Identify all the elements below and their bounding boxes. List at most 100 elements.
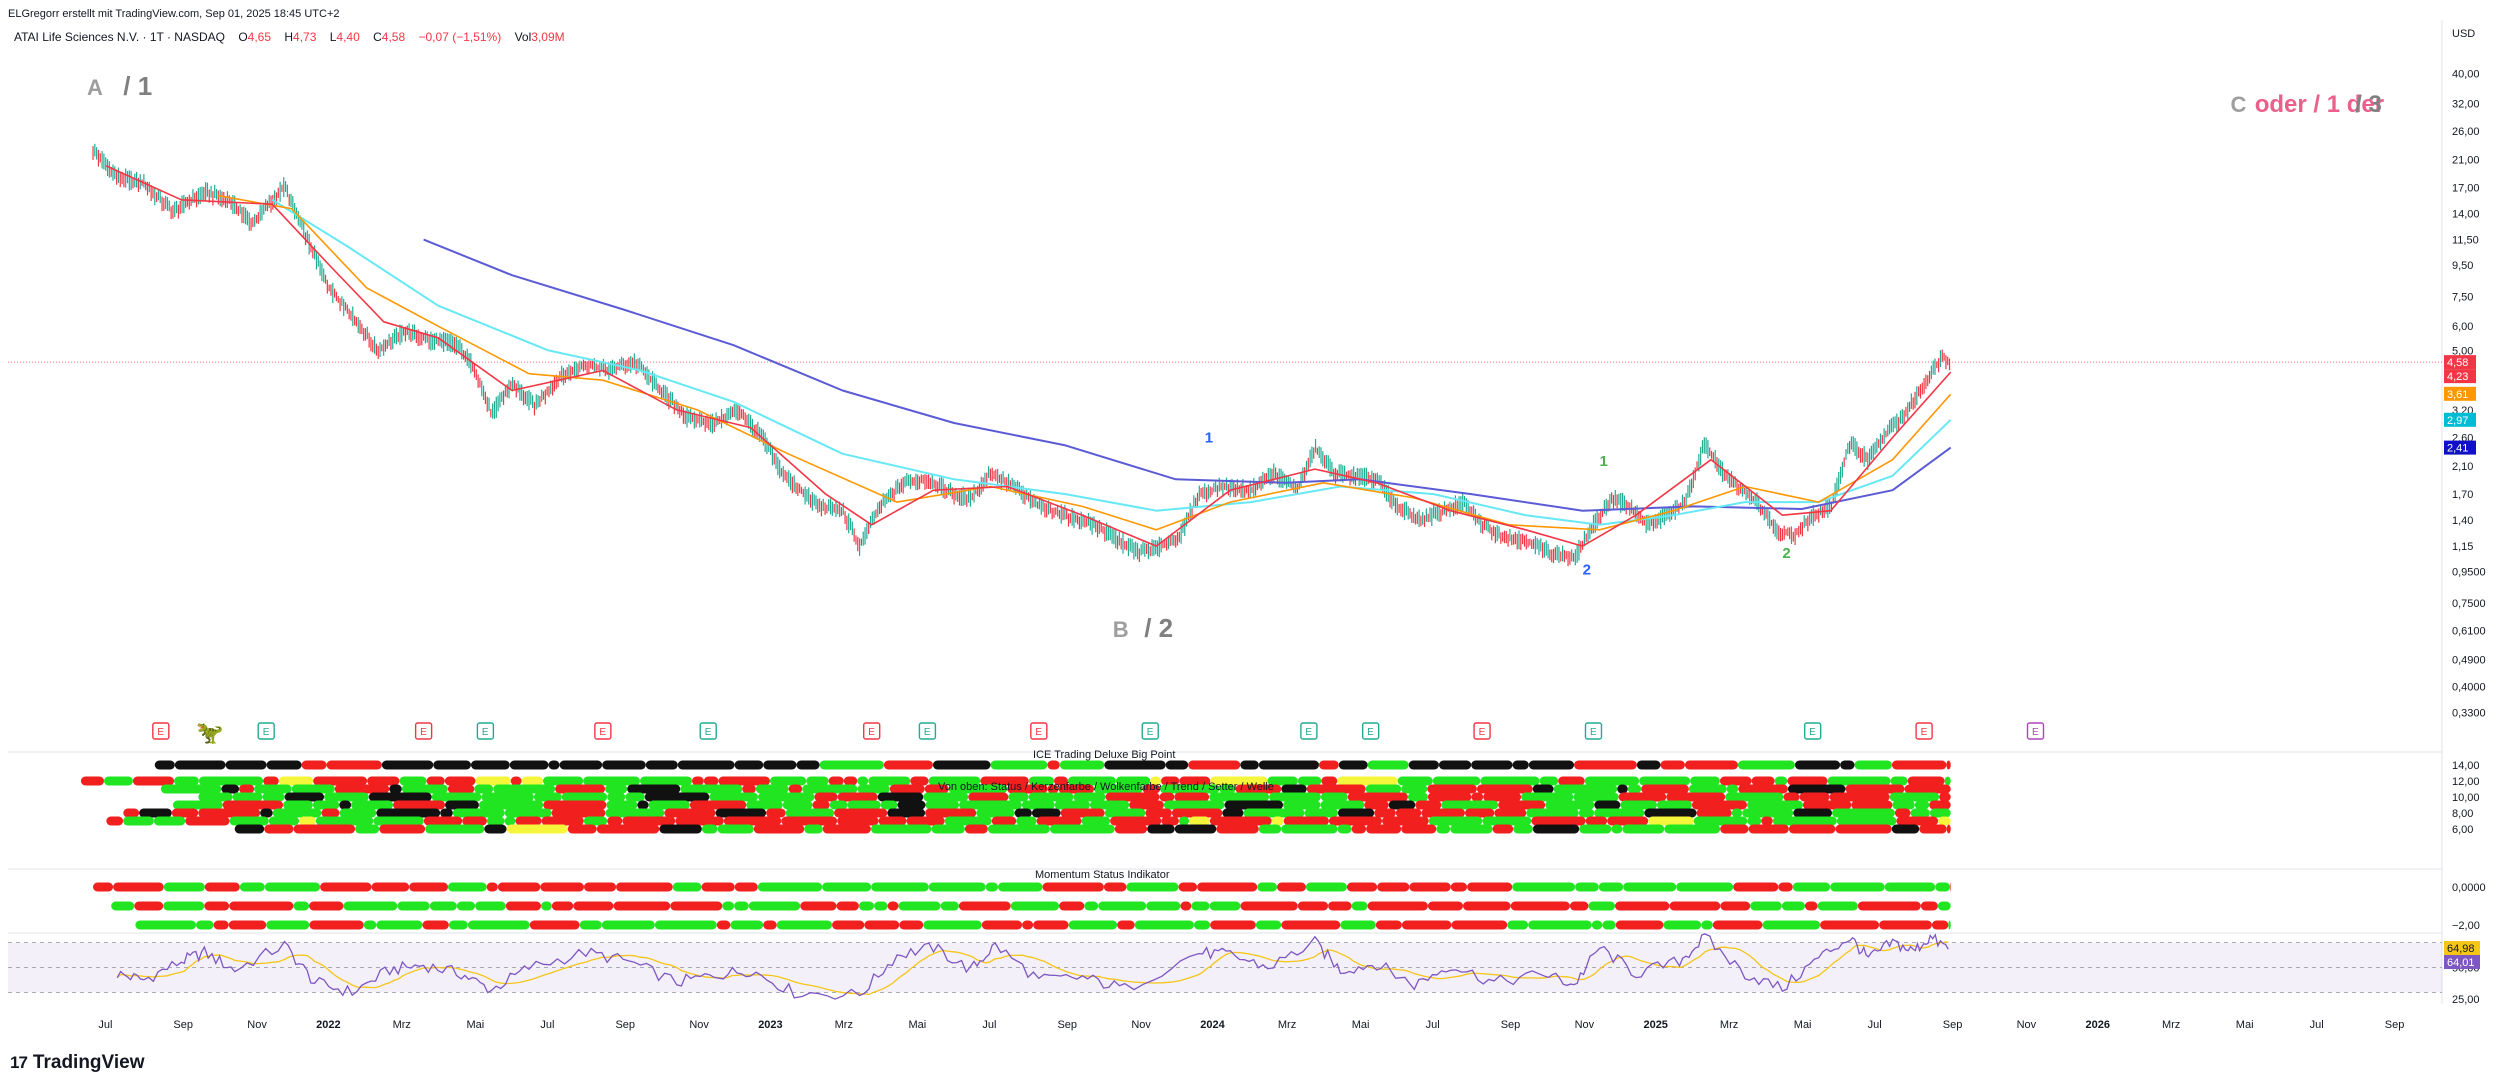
dot-segment xyxy=(1914,800,1930,810)
dot-segment xyxy=(968,792,1009,802)
dot-segment xyxy=(93,882,114,892)
dot-segment xyxy=(80,776,105,786)
dot-segment xyxy=(858,901,875,911)
dot-segment xyxy=(677,760,735,770)
dot-segment xyxy=(160,784,222,794)
dot-segment xyxy=(1787,784,1846,794)
dot-segment xyxy=(1126,882,1179,892)
dot-segment xyxy=(1031,808,1061,818)
dot-segment xyxy=(1210,920,1256,930)
rsi-value-1: 64,01 xyxy=(2447,957,2475,969)
dot-segment xyxy=(1615,920,1664,930)
dot-segment xyxy=(263,776,279,786)
dot-segment xyxy=(1047,760,1060,770)
dot-segment xyxy=(268,816,299,826)
time-axis-tick-28: Mrz xyxy=(2162,1019,2180,1031)
earnings-marker-letter-15: E xyxy=(1921,727,1928,738)
dot-segment xyxy=(1219,784,1236,794)
dot-segment xyxy=(1243,808,1305,818)
dot-segment xyxy=(812,800,830,810)
dot-segment xyxy=(1579,824,1612,834)
dot-segment xyxy=(309,901,344,911)
earnings-marker-letter-2: E xyxy=(420,727,427,738)
wave-label-4: C xyxy=(2230,92,2246,117)
dot-segment xyxy=(1142,784,1161,794)
time-axis-tick-13: Sep xyxy=(1057,1019,1077,1031)
dot-segment xyxy=(262,792,285,802)
dot-segment xyxy=(1891,760,1947,770)
dot-segment xyxy=(313,776,368,786)
dot-segment xyxy=(1257,882,1278,892)
dot-segment xyxy=(1778,882,1793,892)
dot-segment xyxy=(776,920,833,930)
wave-label-6: / 3 xyxy=(2355,91,2382,118)
dot-segment xyxy=(1494,808,1527,818)
dot-segment xyxy=(1427,792,1472,802)
dot-segment xyxy=(1174,792,1210,802)
dot-segment xyxy=(1321,776,1338,786)
dot-segment xyxy=(1320,800,1365,810)
price-axis-tick-1: 32,00 xyxy=(2452,98,2480,110)
dot-segment xyxy=(1134,920,1194,930)
dot-segment xyxy=(1462,901,1511,911)
dot-segment xyxy=(376,920,423,930)
dot-segment xyxy=(1574,760,1637,770)
dot-segment xyxy=(543,800,607,810)
dot-segment xyxy=(229,901,294,911)
tradingview-logo[interactable]: 17 TradingView xyxy=(10,1052,145,1074)
ice-axis-tick-0: 14,00 xyxy=(2452,760,2480,772)
dot-segment xyxy=(475,776,511,786)
ema-red-line xyxy=(105,165,1952,547)
dot-segment xyxy=(1482,816,1532,826)
dot-segment xyxy=(343,901,398,911)
dot-segment xyxy=(1451,920,1508,930)
dot-segment xyxy=(1854,760,1892,770)
dot-segment xyxy=(1935,882,1951,892)
dot-segment xyxy=(293,824,356,834)
wave-label-2: B xyxy=(1113,617,1129,642)
dot-segment xyxy=(291,784,335,794)
dot-segment xyxy=(1427,901,1463,911)
dot-segment xyxy=(605,784,628,794)
dot-segment xyxy=(504,816,516,826)
dot-segment xyxy=(1696,808,1732,818)
dot-segment xyxy=(521,776,544,786)
dot-segment xyxy=(462,816,487,826)
dot-segment xyxy=(1007,784,1048,794)
momentum-pane-title: Momentum Status Indikator xyxy=(1035,869,1170,881)
earnings-marker-letter-16: E xyxy=(2032,727,2039,738)
dot-segment xyxy=(1946,824,1951,834)
open-label: O xyxy=(238,30,248,44)
dot-segment xyxy=(431,792,482,802)
dot-segment xyxy=(857,776,869,786)
dot-segment xyxy=(363,920,377,930)
price-axis: 40,00 32,00 26,00 21,00 17,00 14,00 11,50 9,50 7… xyxy=(2452,69,2486,720)
dot-segment xyxy=(334,784,390,794)
symbol-title[interactable]: ATAI Life Sciences N.V. · 1T · NASDAQ xyxy=(14,30,225,44)
dot-segment xyxy=(1320,792,1348,802)
dot-segment xyxy=(1891,824,1920,834)
dot-segment xyxy=(1180,901,1192,911)
dot-segment xyxy=(204,882,240,892)
dot-segment xyxy=(1835,824,1892,834)
dot-segment xyxy=(1938,816,1951,826)
earnings-marker-14 xyxy=(1803,722,1822,740)
dot-segment xyxy=(1584,776,1640,786)
dot-segment xyxy=(1832,808,1895,818)
dot-segment xyxy=(510,776,522,786)
dot-segment xyxy=(506,824,568,834)
price-tag-bg-4 xyxy=(2444,440,2476,455)
dot-segment xyxy=(1179,776,1211,786)
dot-segment xyxy=(976,808,1015,818)
dot-segment xyxy=(1569,901,1589,911)
time-axis-tick-0: Jul xyxy=(98,1019,112,1031)
dot-segment xyxy=(1920,901,1938,911)
dot-segment xyxy=(1620,800,1657,810)
dot-segment xyxy=(834,808,888,818)
dot-segment xyxy=(239,882,265,892)
dot-segment xyxy=(399,776,427,786)
currency-label[interactable]: USD xyxy=(2452,28,2476,40)
dot-segment xyxy=(980,776,1029,786)
dot-segment xyxy=(232,792,263,802)
